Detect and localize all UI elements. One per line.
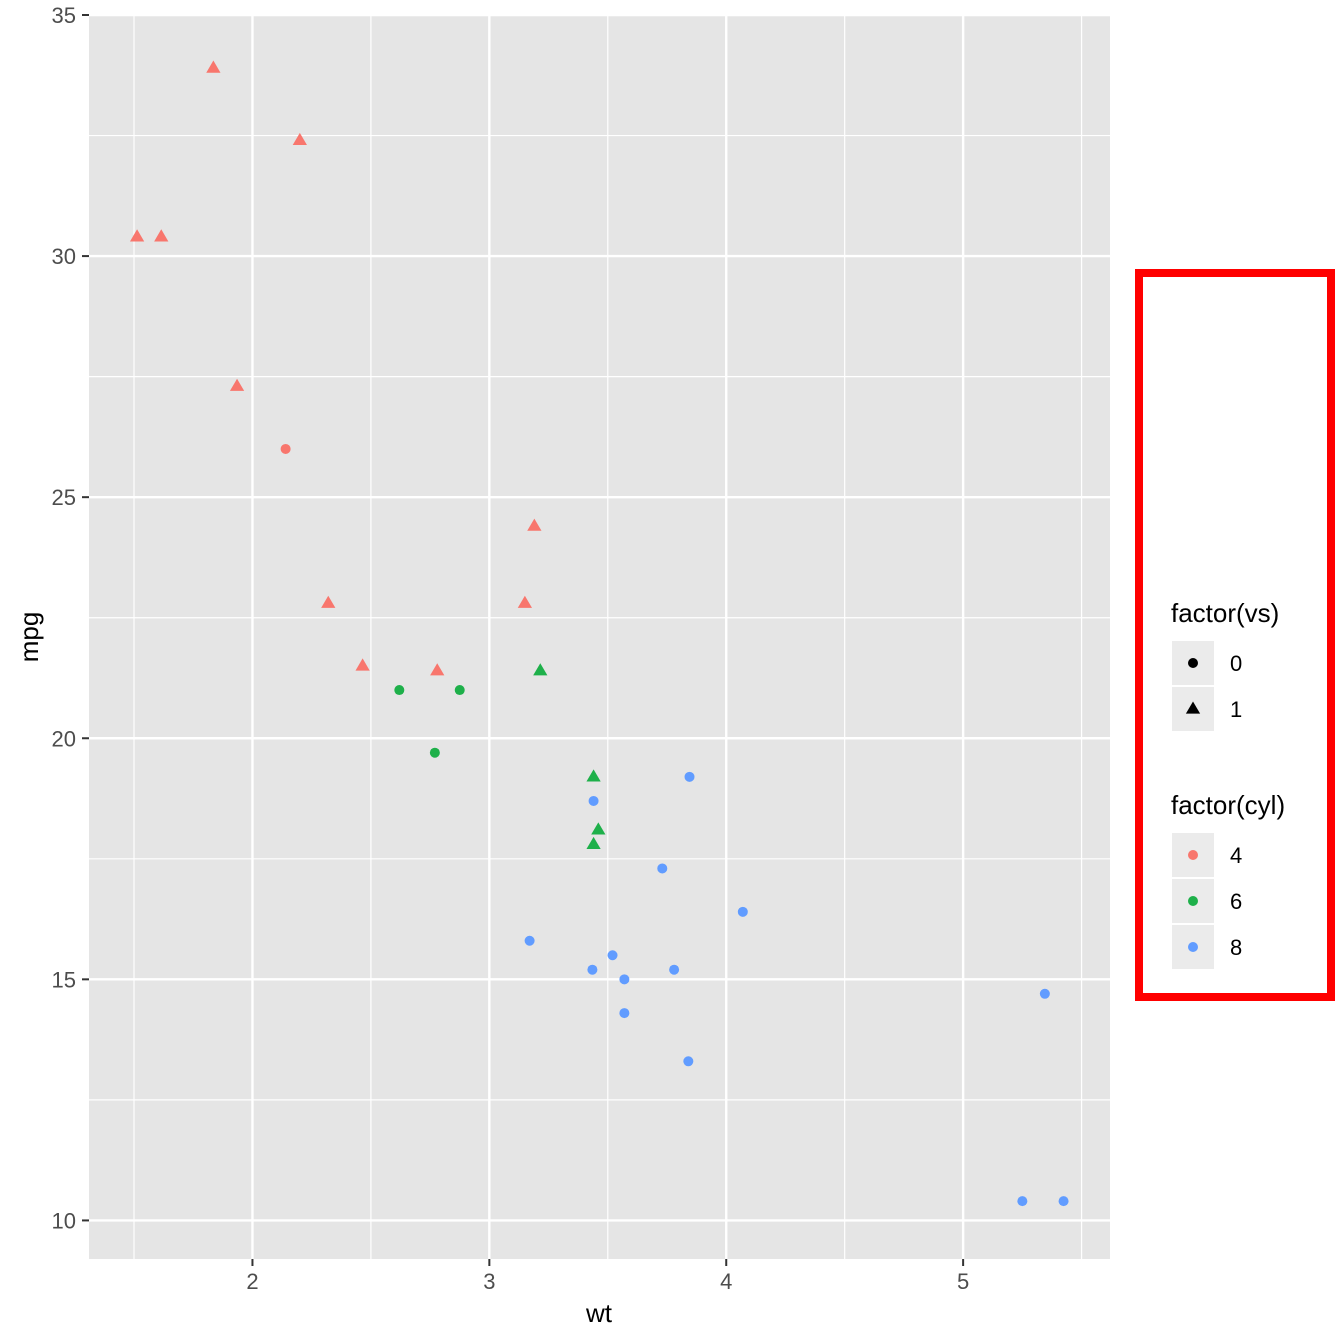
data-point-triangle [430, 663, 445, 676]
data-point-triangle [206, 60, 221, 73]
data-point-triangle [586, 769, 601, 782]
major-grid [89, 13, 1110, 1259]
legend-key-circle [1188, 658, 1198, 668]
y-axis-title: mpg [14, 612, 44, 663]
legend-entry-label: 1 [1230, 697, 1242, 722]
legend-entry-label: 4 [1230, 843, 1242, 868]
data-point-circle [429, 747, 440, 758]
y-tick-label: 10 [52, 1208, 76, 1233]
data-point-triangle [591, 822, 606, 835]
data-point-circle [587, 964, 598, 975]
legend-key-circle [1188, 942, 1198, 952]
data-point-circle [683, 1056, 694, 1067]
data-point-circle [684, 771, 695, 782]
data-point-triangle [586, 836, 601, 849]
data-point-circle [619, 974, 630, 985]
data-point-circle [588, 795, 599, 806]
x-tick-label: 2 [246, 1269, 258, 1294]
data-point-triangle [355, 658, 370, 671]
legend-entry-label: 0 [1230, 651, 1242, 676]
data-point-circle [280, 443, 291, 454]
data-point-triangle [292, 132, 307, 146]
x-tick-label: 4 [720, 1269, 732, 1294]
legend-entry-label: 6 [1230, 889, 1242, 914]
legend: factor(vs) 0 1 factor(cyl) 4 6 8 [1135, 269, 1335, 1001]
legend-title: factor(cyl) [1171, 790, 1285, 820]
data-point-triangle [533, 663, 548, 676]
y-tick-label: 35 [52, 3, 76, 28]
x-tick-label: 3 [483, 1269, 495, 1294]
data-point-circle [669, 964, 680, 975]
data-point-triangle [154, 229, 169, 242]
legend-entry-label: 8 [1230, 935, 1242, 960]
data-points [129, 60, 1069, 1207]
data-point-circle [394, 685, 405, 696]
data-point-circle [454, 685, 465, 696]
plot-panel [89, 15, 1110, 1259]
y-tick-label: 20 [52, 726, 76, 751]
data-point-circle [657, 863, 668, 874]
y-tick-label: 15 [52, 967, 76, 992]
minor-grid [89, 15, 1110, 1259]
y-tick-label: 25 [52, 485, 76, 510]
legend-key-circle [1188, 850, 1198, 860]
data-point-triangle [517, 595, 533, 608]
x-tick-label: 5 [957, 1269, 969, 1294]
data-point-triangle [527, 518, 542, 531]
y-tick-label: 30 [52, 244, 76, 269]
x-axis: 2 3 4 5 [246, 1259, 969, 1294]
data-point-circle [524, 935, 535, 946]
data-point-triangle [229, 378, 245, 391]
y-axis: 10 15 20 25 30 35 [52, 3, 89, 1233]
data-point-circle [619, 1008, 630, 1019]
legend-key-circle [1188, 896, 1198, 906]
legend-key-triangle [1185, 701, 1201, 714]
legend-highlight-box [1135, 269, 1335, 1001]
x-axis-title: wt [585, 1298, 613, 1328]
data-point-circle [607, 950, 618, 961]
data-point-triangle [321, 595, 336, 608]
data-point-circle [1058, 1196, 1069, 1207]
data-point-triangle [129, 229, 145, 242]
data-point-circle [737, 906, 748, 917]
data-point-circle [1039, 988, 1050, 999]
data-point-circle [1017, 1196, 1028, 1207]
legend-title: factor(vs) [1171, 598, 1279, 628]
